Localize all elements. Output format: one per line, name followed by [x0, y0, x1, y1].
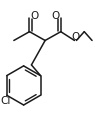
Text: O: O — [52, 11, 60, 21]
Text: Cl: Cl — [1, 96, 11, 106]
Text: O: O — [71, 32, 80, 42]
Text: O: O — [30, 11, 38, 21]
